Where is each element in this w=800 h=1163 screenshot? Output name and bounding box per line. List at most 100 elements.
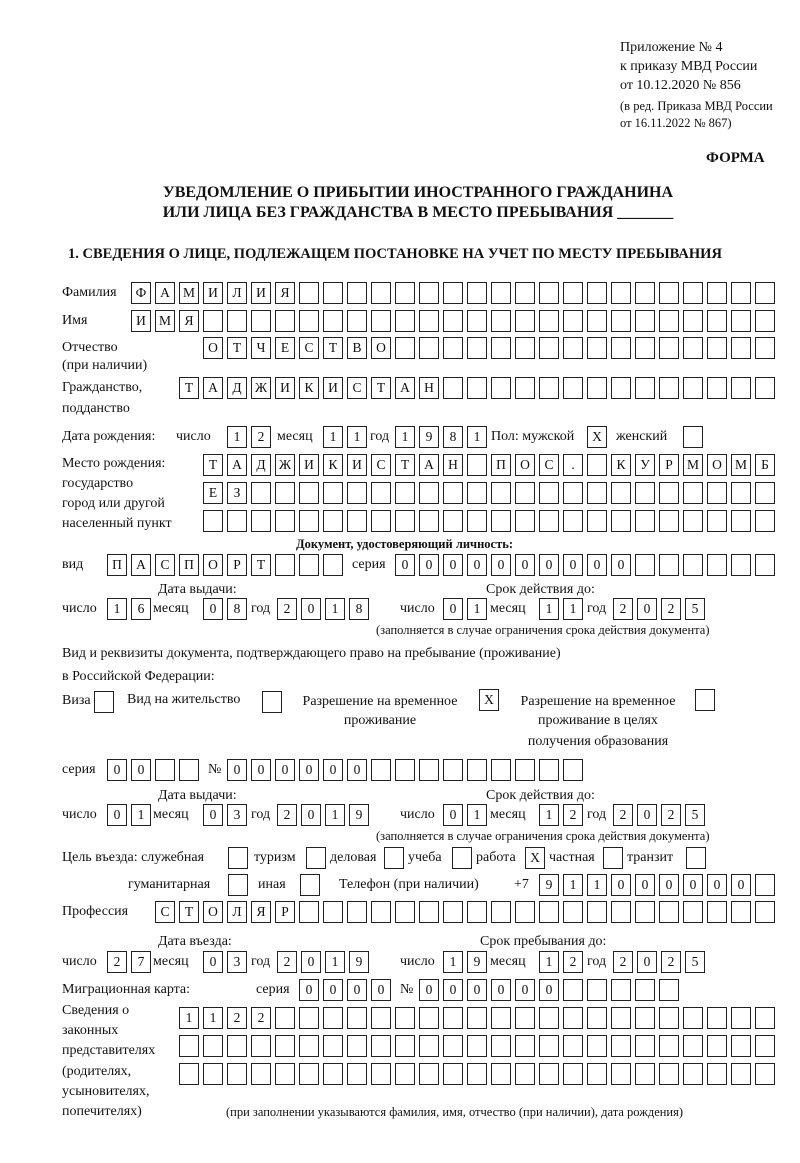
char-box-citizenship[interactable] bbox=[587, 377, 607, 399]
char-box-citizenship[interactable] bbox=[659, 377, 679, 399]
char-box-reps-2[interactable] bbox=[419, 1035, 439, 1057]
char-box-patronymic[interactable] bbox=[659, 337, 679, 359]
char-box-surname[interactable]: Л bbox=[227, 282, 247, 304]
char-box-surname[interactable] bbox=[299, 282, 319, 304]
char-box-birthplace-2[interactable] bbox=[299, 482, 319, 504]
char-box-reps-3[interactable] bbox=[563, 1063, 583, 1085]
char-box-citizenship[interactable]: Ж bbox=[251, 377, 271, 399]
char-box-phone[interactable]: 0 bbox=[707, 874, 727, 896]
char-box-id-kind[interactable] bbox=[275, 554, 295, 576]
char-box-surname[interactable] bbox=[659, 282, 679, 304]
char-box-citizenship[interactable]: Т bbox=[179, 377, 199, 399]
char-box-name[interactable] bbox=[395, 310, 415, 332]
char-box-birthplace-2[interactable] bbox=[275, 482, 295, 504]
char-box-reps-1[interactable]: 1 bbox=[179, 1007, 199, 1029]
char-box-reps-3[interactable] bbox=[251, 1063, 271, 1085]
char-box-rd-number[interactable] bbox=[491, 759, 511, 781]
char-box-reps-1[interactable] bbox=[467, 1007, 487, 1029]
char-box-birthplace-1[interactable]: К bbox=[611, 454, 631, 476]
char-box-name[interactable] bbox=[371, 310, 391, 332]
char-box-reps-3[interactable] bbox=[227, 1063, 247, 1085]
char-box-birthplace-3[interactable] bbox=[419, 510, 439, 532]
char-box-reps-1[interactable] bbox=[323, 1007, 343, 1029]
char-box-rd-number[interactable]: 0 bbox=[275, 759, 295, 781]
char-box-name[interactable] bbox=[323, 310, 343, 332]
char-box-name[interactable] bbox=[275, 310, 295, 332]
char-box-birthplace-1[interactable]: А bbox=[419, 454, 439, 476]
char-box-birthplace-2[interactable] bbox=[635, 482, 655, 504]
char-box-profession[interactable] bbox=[563, 901, 583, 923]
char-box-id-kind[interactable] bbox=[323, 554, 343, 576]
char-box-reps-2[interactable] bbox=[179, 1035, 199, 1057]
char-box-patronymic[interactable]: С bbox=[299, 337, 319, 359]
char-box-citizenship[interactable] bbox=[611, 377, 631, 399]
char-box-rd-number[interactable]: 0 bbox=[299, 759, 319, 781]
char-box-reps-2[interactable] bbox=[491, 1035, 511, 1057]
char-box-id-series[interactable]: 0 bbox=[395, 554, 415, 576]
char-box-reps-1[interactable] bbox=[275, 1007, 295, 1029]
char-box-id-number[interactable] bbox=[755, 554, 775, 576]
char-box-mc-number[interactable] bbox=[563, 979, 583, 1001]
char-box-patronymic[interactable]: О bbox=[203, 337, 223, 359]
char-box-name[interactable] bbox=[299, 310, 319, 332]
char-box-birthplace-3[interactable] bbox=[563, 510, 583, 532]
checkbox-trpe[interactable] bbox=[695, 689, 715, 711]
char-box-rd-issue-month[interactable]: 3 bbox=[227, 804, 247, 826]
char-box-citizenship[interactable]: И bbox=[323, 377, 343, 399]
char-box-id-number[interactable]: 0 bbox=[539, 554, 559, 576]
char-box-reps-3[interactable] bbox=[467, 1063, 487, 1085]
char-box-profession[interactable] bbox=[635, 901, 655, 923]
checkbox-p-other[interactable] bbox=[300, 874, 320, 896]
char-box-reps-1[interactable] bbox=[587, 1007, 607, 1029]
checkbox-residence[interactable] bbox=[262, 691, 282, 713]
char-box-rd-issue-day[interactable]: 0 bbox=[107, 804, 127, 826]
char-box-name[interactable] bbox=[707, 310, 727, 332]
char-box-birthplace-2[interactable] bbox=[611, 482, 631, 504]
checkbox-p-work[interactable]: X bbox=[525, 847, 545, 869]
char-box-profession[interactable] bbox=[659, 901, 679, 923]
char-box-profession[interactable] bbox=[707, 901, 727, 923]
char-box-mc-number[interactable]: 0 bbox=[419, 979, 439, 1001]
char-box-reps-2[interactable] bbox=[539, 1035, 559, 1057]
char-box-profession[interactable] bbox=[299, 901, 319, 923]
char-box-name[interactable] bbox=[347, 310, 367, 332]
char-box-rd-number[interactable]: 0 bbox=[227, 759, 247, 781]
char-box-citizenship[interactable] bbox=[443, 377, 463, 399]
char-box-surname[interactable]: Ф bbox=[131, 282, 151, 304]
char-box-reps-2[interactable] bbox=[395, 1035, 415, 1057]
char-box-birthplace-2[interactable]: З bbox=[227, 482, 247, 504]
char-box-reps-1[interactable] bbox=[419, 1007, 439, 1029]
char-box-reps-3[interactable] bbox=[635, 1063, 655, 1085]
char-box-rd-series[interactable]: 0 bbox=[131, 759, 151, 781]
char-box-profession[interactable] bbox=[323, 901, 343, 923]
char-box-rd-valid-year[interactable]: 0 bbox=[637, 804, 657, 826]
char-box-patronymic[interactable]: Т bbox=[323, 337, 343, 359]
char-box-rd-issue-month[interactable]: 0 bbox=[203, 804, 223, 826]
char-box-id-number[interactable]: 0 bbox=[611, 554, 631, 576]
char-box-birthplace-2[interactable] bbox=[755, 482, 775, 504]
char-box-birthplace-1[interactable]: . bbox=[563, 454, 583, 476]
char-box-mc-number[interactable]: 0 bbox=[515, 979, 535, 1001]
char-box-birthplace-2[interactable] bbox=[323, 482, 343, 504]
char-box-stay-day[interactable]: 1 bbox=[443, 951, 463, 973]
char-box-profession[interactable]: Р bbox=[275, 901, 295, 923]
char-box-reps-2[interactable] bbox=[659, 1035, 679, 1057]
char-box-birthplace-1[interactable]: К bbox=[323, 454, 343, 476]
char-box-reps-2[interactable] bbox=[515, 1035, 535, 1057]
char-box-birthplace-3[interactable] bbox=[731, 510, 751, 532]
char-box-reps-3[interactable] bbox=[443, 1063, 463, 1085]
char-box-rd-number[interactable] bbox=[371, 759, 391, 781]
char-box-citizenship[interactable]: А bbox=[395, 377, 415, 399]
char-box-reps-2[interactable] bbox=[275, 1035, 295, 1057]
char-box-birthplace-1[interactable]: М bbox=[731, 454, 751, 476]
char-box-reps-2[interactable] bbox=[707, 1035, 727, 1057]
char-box-birthplace-1[interactable] bbox=[467, 454, 487, 476]
char-box-reps-2[interactable] bbox=[371, 1035, 391, 1057]
char-box-birthplace-2[interactable] bbox=[491, 482, 511, 504]
char-box-id-series[interactable]: 0 bbox=[467, 554, 487, 576]
char-box-profession[interactable] bbox=[347, 901, 367, 923]
char-box-birthplace-2[interactable] bbox=[659, 482, 679, 504]
char-box-profession[interactable] bbox=[419, 901, 439, 923]
char-box-name[interactable] bbox=[611, 310, 631, 332]
char-box-citizenship[interactable]: И bbox=[275, 377, 295, 399]
